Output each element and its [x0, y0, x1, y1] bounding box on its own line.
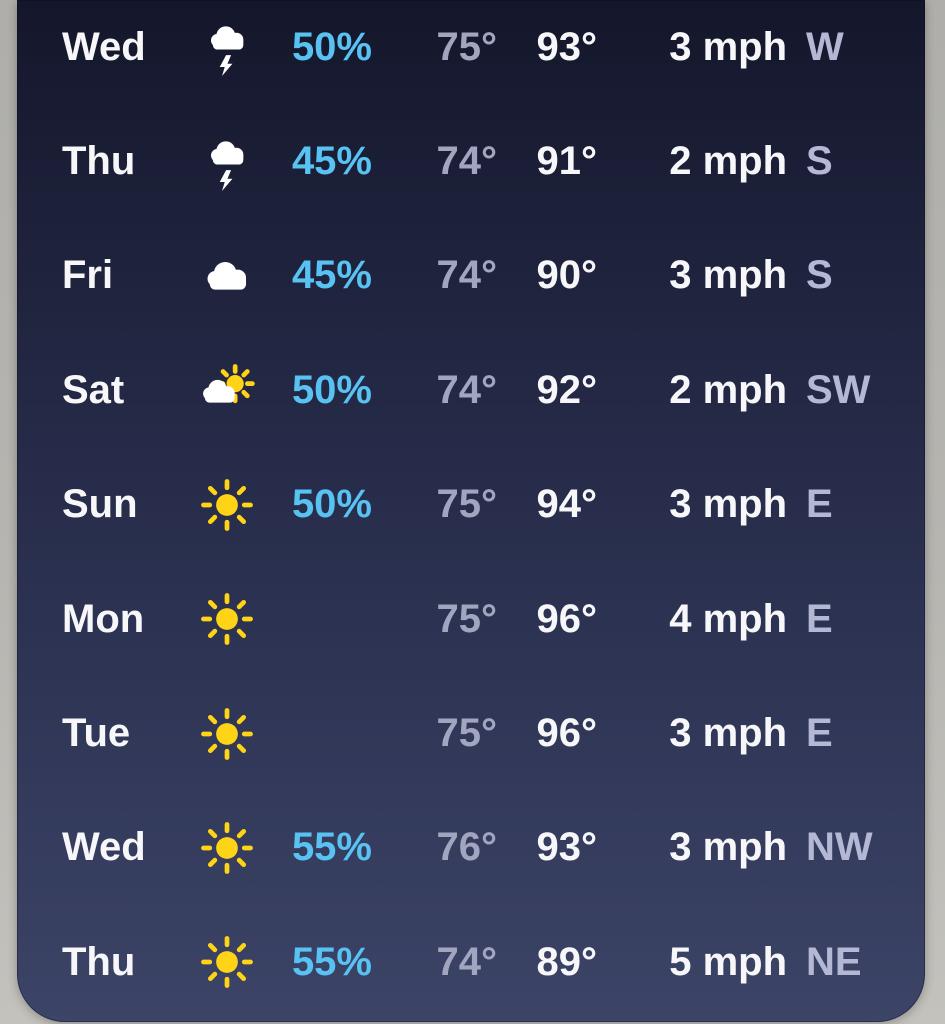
wind-speed: 5 mph: [669, 939, 787, 984]
sun-icon: [195, 819, 259, 877]
precip-chance: 50%: [291, 367, 372, 412]
forecast-day-row[interactable]: Thu 55% 74° 89° 5 mph NE: [17, 905, 925, 1019]
wind-direction: S: [806, 253, 833, 298]
precip-chance: 55%: [291, 825, 372, 870]
forecast-day-row[interactable]: Sun 50% 75° 94° 3 mph E: [17, 448, 925, 562]
forecast-day-row[interactable]: Fri 45% 74° 90° 3 mph S: [17, 219, 925, 333]
high-temperature: 91°: [536, 139, 598, 184]
wind-direction: E: [806, 711, 833, 756]
day-label: Wed: [62, 825, 146, 870]
storm-cloud-icon: [195, 133, 259, 191]
day-label: Thu: [62, 939, 136, 984]
forecast-day-row[interactable]: Wed 55% 76° 93° 3 mph NW: [17, 791, 925, 905]
wind-direction: E: [806, 482, 833, 527]
precip-chance: 50%: [291, 24, 372, 69]
low-temperature: 74°: [436, 253, 498, 298]
sun-icon: [195, 590, 259, 648]
low-temperature: 74°: [436, 367, 498, 412]
wind-direction: NW: [806, 825, 873, 870]
sun-behind-cloud-icon: [195, 361, 259, 419]
high-temperature: 94°: [536, 482, 598, 527]
low-temperature: 75°: [436, 711, 498, 756]
precip-chance: 45%: [291, 253, 372, 298]
wind-speed: 2 mph: [669, 367, 787, 412]
high-temperature: 89°: [536, 939, 598, 984]
low-temperature: 75°: [436, 596, 498, 641]
wind-direction: W: [806, 24, 844, 69]
daily-forecast-card: Wed 50% 75° 93° 3 mph W Thu 45% 74° 91° …: [17, 0, 925, 1022]
wind-direction: S: [806, 139, 833, 184]
wind-direction: E: [806, 596, 833, 641]
day-label: Fri: [62, 253, 114, 298]
wind-speed: 3 mph: [669, 482, 787, 527]
wind-speed: 4 mph: [669, 596, 787, 641]
high-temperature: 90°: [536, 253, 598, 298]
wind-speed: 3 mph: [669, 825, 787, 870]
low-temperature: 75°: [436, 24, 498, 69]
sun-icon: [195, 933, 259, 991]
day-label: Wed: [62, 24, 146, 69]
low-temperature: 74°: [436, 139, 498, 184]
wind-direction: NE: [806, 939, 862, 984]
wind-speed: 3 mph: [669, 711, 787, 756]
low-temperature: 76°: [436, 825, 498, 870]
sun-icon: [195, 705, 259, 763]
wind-speed: 2 mph: [669, 139, 787, 184]
day-label: Mon: [62, 596, 145, 641]
precip-chance: 50%: [291, 482, 372, 527]
precip-chance: 45%: [291, 139, 372, 184]
high-temperature: 92°: [536, 367, 598, 412]
day-label: Thu: [62, 139, 136, 184]
forecast-day-row[interactable]: Thu 45% 74° 91° 2 mph S: [17, 104, 925, 218]
sun-icon: [195, 476, 259, 534]
forecast-day-row[interactable]: Mon 75° 96° 4 mph E: [17, 562, 925, 676]
wind-speed: 3 mph: [669, 24, 787, 69]
precip-chance: 55%: [291, 939, 372, 984]
high-temperature: 96°: [536, 596, 598, 641]
day-label: Sat: [62, 367, 125, 412]
high-temperature: 93°: [536, 24, 598, 69]
wind-direction: SW: [806, 367, 871, 412]
storm-cloud-icon: [195, 18, 259, 77]
forecast-day-row[interactable]: Tue 75° 96° 3 mph E: [17, 676, 925, 790]
day-label: Tue: [62, 711, 131, 756]
high-temperature: 96°: [536, 711, 598, 756]
low-temperature: 75°: [436, 482, 498, 527]
forecast-day-row[interactable]: Sat 50% 74° 92° 2 mph SW: [17, 333, 925, 447]
forecast-day-row[interactable]: Wed 50% 75° 93° 3 mph W: [17, 0, 925, 104]
low-temperature: 74°: [436, 939, 498, 984]
cloud-icon: [195, 247, 259, 305]
high-temperature: 93°: [536, 825, 598, 870]
wind-speed: 3 mph: [669, 253, 787, 298]
day-label: Sun: [62, 482, 138, 527]
forecast-list: Wed 50% 75° 93° 3 mph W Thu 45% 74° 91° …: [17, 0, 925, 1020]
